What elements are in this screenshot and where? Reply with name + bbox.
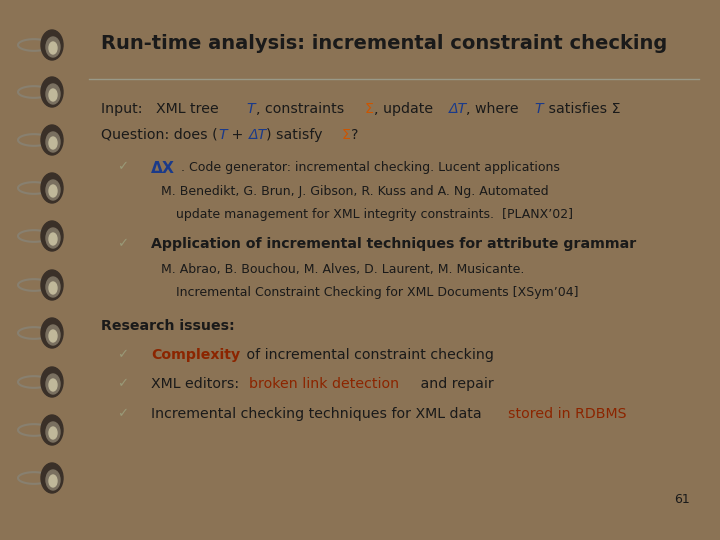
Ellipse shape bbox=[49, 475, 57, 487]
Text: Σ: Σ bbox=[342, 127, 351, 141]
Text: Application of incremental techniques for attribute grammar: Application of incremental techniques fo… bbox=[151, 237, 636, 251]
Text: 61: 61 bbox=[674, 492, 690, 505]
Text: Complexity: Complexity bbox=[151, 348, 240, 362]
Ellipse shape bbox=[49, 185, 57, 197]
Text: , update: , update bbox=[374, 102, 438, 116]
Text: T: T bbox=[246, 102, 255, 116]
Ellipse shape bbox=[46, 277, 60, 297]
Ellipse shape bbox=[41, 77, 63, 107]
Text: . Code generator: incremental checking. Lucent applications: . Code generator: incremental checking. … bbox=[177, 160, 560, 173]
Text: Input:   XML tree: Input: XML tree bbox=[102, 102, 224, 116]
Ellipse shape bbox=[46, 180, 60, 200]
Ellipse shape bbox=[41, 30, 63, 60]
Text: of incremental constraint checking: of incremental constraint checking bbox=[242, 348, 493, 362]
Text: ΔT: ΔT bbox=[248, 127, 266, 141]
Text: M. Abrao, B. Bouchou, M. Alves, D. Laurent, M. Musicante.: M. Abrao, B. Bouchou, M. Alves, D. Laure… bbox=[161, 263, 524, 276]
Ellipse shape bbox=[41, 270, 63, 300]
Ellipse shape bbox=[41, 318, 63, 348]
Ellipse shape bbox=[41, 463, 63, 493]
Ellipse shape bbox=[49, 137, 57, 149]
Ellipse shape bbox=[49, 89, 57, 101]
Ellipse shape bbox=[46, 470, 60, 490]
Ellipse shape bbox=[49, 42, 57, 54]
Text: ) satisfy: ) satisfy bbox=[266, 127, 327, 141]
Text: ✓: ✓ bbox=[117, 377, 128, 390]
Text: stored in RDBMS: stored in RDBMS bbox=[508, 407, 626, 421]
Ellipse shape bbox=[46, 84, 60, 104]
Text: ✓: ✓ bbox=[117, 348, 128, 361]
Ellipse shape bbox=[41, 125, 63, 155]
Text: update management for XML integrity constraints.  [PLANX’02]: update management for XML integrity cons… bbox=[176, 208, 573, 221]
Text: +: + bbox=[228, 127, 248, 141]
Text: T: T bbox=[534, 102, 543, 116]
Ellipse shape bbox=[46, 374, 60, 394]
Text: Σ: Σ bbox=[365, 102, 374, 116]
Ellipse shape bbox=[49, 379, 57, 391]
Text: , constraints: , constraints bbox=[256, 102, 348, 116]
Ellipse shape bbox=[49, 233, 57, 245]
Text: T: T bbox=[218, 127, 227, 141]
Text: XML editors:: XML editors: bbox=[151, 377, 244, 392]
Text: , where: , where bbox=[467, 102, 523, 116]
Text: satisfies Σ: satisfies Σ bbox=[544, 102, 620, 116]
Ellipse shape bbox=[46, 325, 60, 345]
Text: ✓: ✓ bbox=[117, 160, 128, 173]
Ellipse shape bbox=[49, 282, 57, 294]
Ellipse shape bbox=[41, 367, 63, 397]
Text: Research issues:: Research issues: bbox=[102, 319, 235, 333]
Text: ✓: ✓ bbox=[117, 407, 128, 420]
Text: broken link detection: broken link detection bbox=[249, 377, 399, 392]
Text: Incremental Constraint Checking for XML Documents [XSym’04]: Incremental Constraint Checking for XML … bbox=[176, 286, 579, 299]
Ellipse shape bbox=[41, 415, 63, 445]
Text: Incremental checking techniques for XML data: Incremental checking techniques for XML … bbox=[151, 407, 487, 421]
Text: and repair: and repair bbox=[416, 377, 494, 392]
Text: ΔT: ΔT bbox=[449, 102, 467, 116]
Ellipse shape bbox=[41, 221, 63, 251]
Ellipse shape bbox=[46, 132, 60, 152]
Ellipse shape bbox=[49, 427, 57, 439]
Ellipse shape bbox=[46, 37, 60, 57]
Text: ?: ? bbox=[351, 127, 358, 141]
Ellipse shape bbox=[46, 228, 60, 248]
Text: Question: does (: Question: does ( bbox=[102, 127, 218, 141]
Text: Run-time analysis: incremental constraint checking: Run-time analysis: incremental constrain… bbox=[102, 33, 667, 52]
Ellipse shape bbox=[41, 173, 63, 203]
Text: ✓: ✓ bbox=[117, 237, 128, 249]
Ellipse shape bbox=[46, 422, 60, 442]
Ellipse shape bbox=[49, 330, 57, 342]
Text: M. Benedikt, G. Brun, J. Gibson, R. Kuss and A. Ng. Automated: M. Benedikt, G. Brun, J. Gibson, R. Kuss… bbox=[161, 185, 548, 198]
Text: ΔX: ΔX bbox=[151, 160, 175, 176]
